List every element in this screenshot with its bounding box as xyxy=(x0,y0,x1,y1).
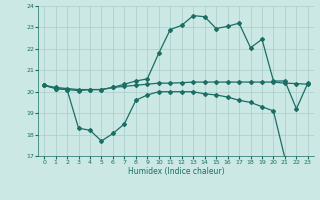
X-axis label: Humidex (Indice chaleur): Humidex (Indice chaleur) xyxy=(128,167,224,176)
